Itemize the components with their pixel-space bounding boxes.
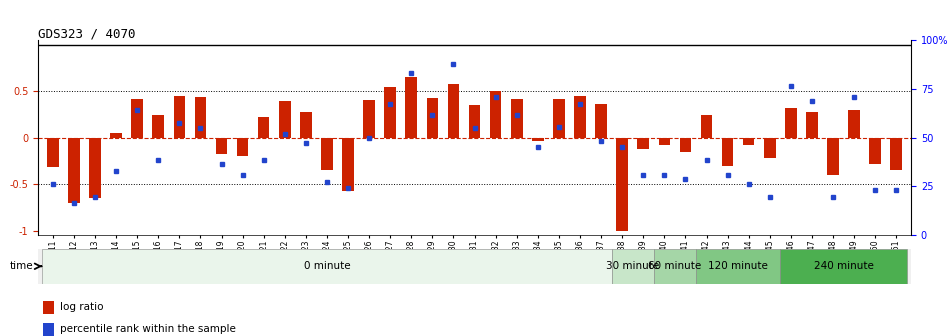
Bar bbox=[47, 138, 59, 167]
Bar bbox=[616, 138, 628, 230]
Bar bbox=[363, 100, 375, 138]
Bar bbox=[595, 104, 607, 138]
Bar bbox=[173, 96, 185, 138]
Bar bbox=[532, 138, 544, 141]
Bar bbox=[216, 138, 227, 155]
Text: 240 minute: 240 minute bbox=[814, 261, 874, 271]
Bar bbox=[405, 77, 417, 138]
Text: GDS323 / 4070: GDS323 / 4070 bbox=[38, 27, 136, 40]
Bar bbox=[448, 84, 459, 138]
Bar bbox=[806, 112, 818, 138]
Bar bbox=[781, 249, 907, 284]
Bar bbox=[764, 138, 776, 158]
Text: 60 minute: 60 minute bbox=[649, 261, 702, 271]
Bar bbox=[131, 99, 143, 138]
Bar bbox=[696, 249, 781, 284]
Text: 30 minute: 30 minute bbox=[606, 261, 659, 271]
Bar bbox=[490, 91, 501, 138]
Bar bbox=[152, 116, 164, 138]
Bar bbox=[427, 98, 438, 138]
Bar bbox=[680, 138, 691, 152]
Bar bbox=[279, 101, 291, 138]
Bar bbox=[110, 133, 122, 138]
Text: log ratio: log ratio bbox=[60, 302, 104, 312]
Text: percentile rank within the sample: percentile rank within the sample bbox=[60, 324, 236, 334]
Bar bbox=[511, 99, 522, 138]
Bar bbox=[827, 138, 839, 175]
Bar bbox=[574, 96, 586, 138]
Bar bbox=[321, 138, 333, 170]
Text: time: time bbox=[10, 261, 33, 271]
Bar bbox=[848, 110, 860, 138]
Bar bbox=[68, 138, 80, 203]
Bar bbox=[637, 138, 649, 149]
Text: 120 minute: 120 minute bbox=[708, 261, 768, 271]
Text: 0 minute: 0 minute bbox=[303, 261, 350, 271]
Bar bbox=[786, 108, 797, 138]
Bar bbox=[611, 249, 653, 284]
Bar bbox=[653, 249, 696, 284]
Bar bbox=[42, 249, 611, 284]
Bar bbox=[890, 138, 902, 170]
Bar bbox=[89, 138, 101, 198]
Bar bbox=[301, 112, 312, 138]
Bar bbox=[701, 115, 712, 138]
Bar bbox=[342, 138, 354, 191]
Bar bbox=[722, 138, 733, 166]
Bar bbox=[658, 138, 670, 145]
Bar bbox=[195, 97, 206, 138]
Bar bbox=[258, 117, 269, 138]
Bar bbox=[743, 138, 754, 145]
Bar bbox=[469, 105, 480, 138]
Bar bbox=[384, 87, 396, 138]
Bar bbox=[869, 138, 881, 164]
Bar bbox=[553, 99, 565, 138]
Bar bbox=[237, 138, 248, 156]
